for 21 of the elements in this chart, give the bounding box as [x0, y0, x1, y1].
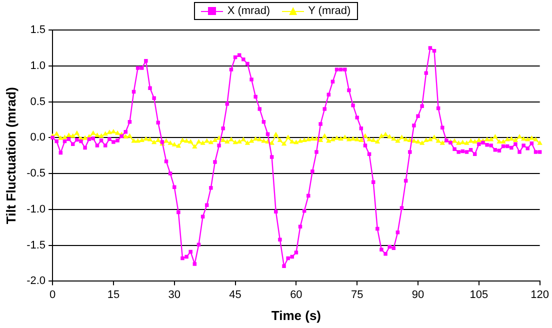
legend-label: Y (mrad)	[308, 5, 351, 17]
x-tick-label: 60	[290, 288, 302, 301]
x-tick-label: 105	[470, 288, 488, 301]
x-axis-title: Time (s)	[271, 308, 321, 323]
y-tick-label: -0.5	[26, 168, 46, 180]
y-tick-label: -1.0	[26, 203, 46, 216]
x-tick-label: 120	[530, 288, 550, 301]
y-axis-title: Tilt Fluctuation (mrad)	[3, 87, 18, 224]
x-tick-label: 15	[107, 288, 120, 301]
legend-label: X (mrad)	[227, 5, 270, 17]
y-tick-label: -2.0	[26, 275, 46, 288]
x-tick-label: 30	[168, 288, 180, 301]
y-tick-label: 0.5	[30, 96, 46, 108]
x-tick-label: 75	[350, 288, 364, 301]
y-tick-label: 1.0	[30, 60, 46, 72]
y-tick-label: 0.0	[30, 132, 46, 144]
x-tick-label: 0	[49, 288, 56, 301]
x-tick-label: 90	[412, 288, 424, 301]
y-tick-label: -1.5	[26, 239, 46, 252]
x-tick-label: 45	[229, 288, 242, 301]
y-tick-label: 1.5	[30, 24, 46, 36]
